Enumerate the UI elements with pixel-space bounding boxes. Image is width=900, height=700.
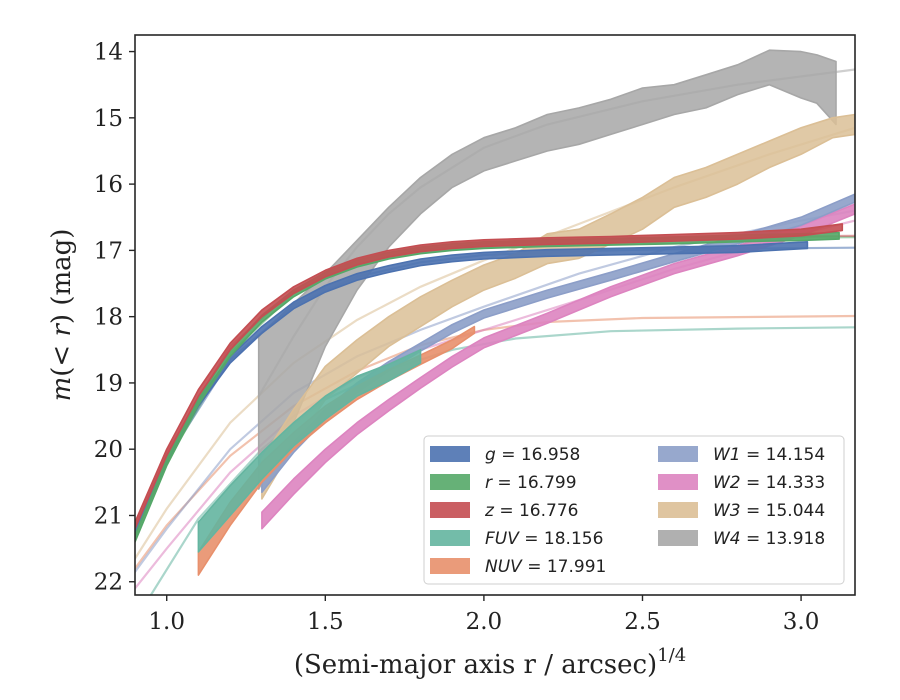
legend-label-NUV: NUV = 17.991 <box>485 557 606 577</box>
legend: g = 16.958 r = 16.799 z = 16.776 FUV = 18.1… <box>423 435 845 585</box>
x-tick-label: 1.0 <box>148 609 185 635</box>
y-tick-label: 19 <box>94 371 123 397</box>
data-band-W3 <box>261 113 855 500</box>
y-tick-label: 18 <box>94 305 123 331</box>
x-axis-title-text: (Semi-major axis r / arcsec) <box>294 650 657 680</box>
x-tick-label: 1.5 <box>307 609 344 635</box>
y-tick-label: 14 <box>94 40 123 66</box>
legend-swatch-W3 <box>658 502 698 518</box>
axis-ticks: 1.0 1.5 2.0 2.5 3.0 14 15 16 17 18 19 20 21 22 <box>94 40 820 635</box>
legend-label-W4: W4 = 13.918 <box>713 529 825 549</box>
data-band-z <box>135 223 844 530</box>
legend-label-W3: W3 = 15.044 <box>713 501 825 521</box>
y-axis-title-unit: ) (mag) <box>47 229 77 325</box>
y-tick-label: 21 <box>94 503 123 529</box>
x-tick-label: 3.0 <box>783 609 820 635</box>
x-axis-title-exponent: 1/4 <box>657 645 686 666</box>
legend-swatch-NUV <box>430 558 470 574</box>
legend-box <box>423 435 845 585</box>
y-tick-label: 22 <box>94 570 123 596</box>
data-band-g <box>135 241 809 537</box>
legend-swatch-W2 <box>658 474 698 490</box>
legend-swatch-g <box>430 446 470 462</box>
y-axis-title-paren: (< <box>47 337 77 377</box>
legend-label-W1: W1 = 14.154 <box>713 445 825 465</box>
y-tick-label: 20 <box>94 437 123 463</box>
legend-label-r: r = 16.799 <box>485 473 577 493</box>
data-band-FUV <box>197 349 422 553</box>
legend-swatch-W4 <box>658 530 698 546</box>
legend-swatch-W1 <box>658 446 698 462</box>
legend-swatch-z <box>430 502 470 518</box>
x-tick-label: 2.0 <box>466 609 503 635</box>
x-axis-title: (Semi-major axis r / arcsec)1/4 <box>294 645 686 680</box>
y-axis-title-r: r <box>47 323 77 337</box>
y-tick-label: 16 <box>94 172 123 198</box>
y-tick-label: 17 <box>94 238 123 264</box>
y-tick-label: 15 <box>94 106 123 132</box>
x-tick-label: 2.5 <box>624 609 661 635</box>
data-bands <box>135 49 855 576</box>
y-axis-title: m(< r) (mag) <box>47 229 77 402</box>
legend-label-g: g = 16.958 <box>485 445 580 465</box>
plot-frame <box>134 34 856 596</box>
legend-label-FUV: FUV = 18.156 <box>485 529 603 549</box>
legend-label-z: z = 16.776 <box>484 501 578 521</box>
y-axis-title-m: m <box>47 377 77 402</box>
legend-swatch-r <box>430 474 470 490</box>
legend-swatch-FUV <box>430 530 470 546</box>
legend-label-W2: W2 = 14.333 <box>713 473 825 493</box>
